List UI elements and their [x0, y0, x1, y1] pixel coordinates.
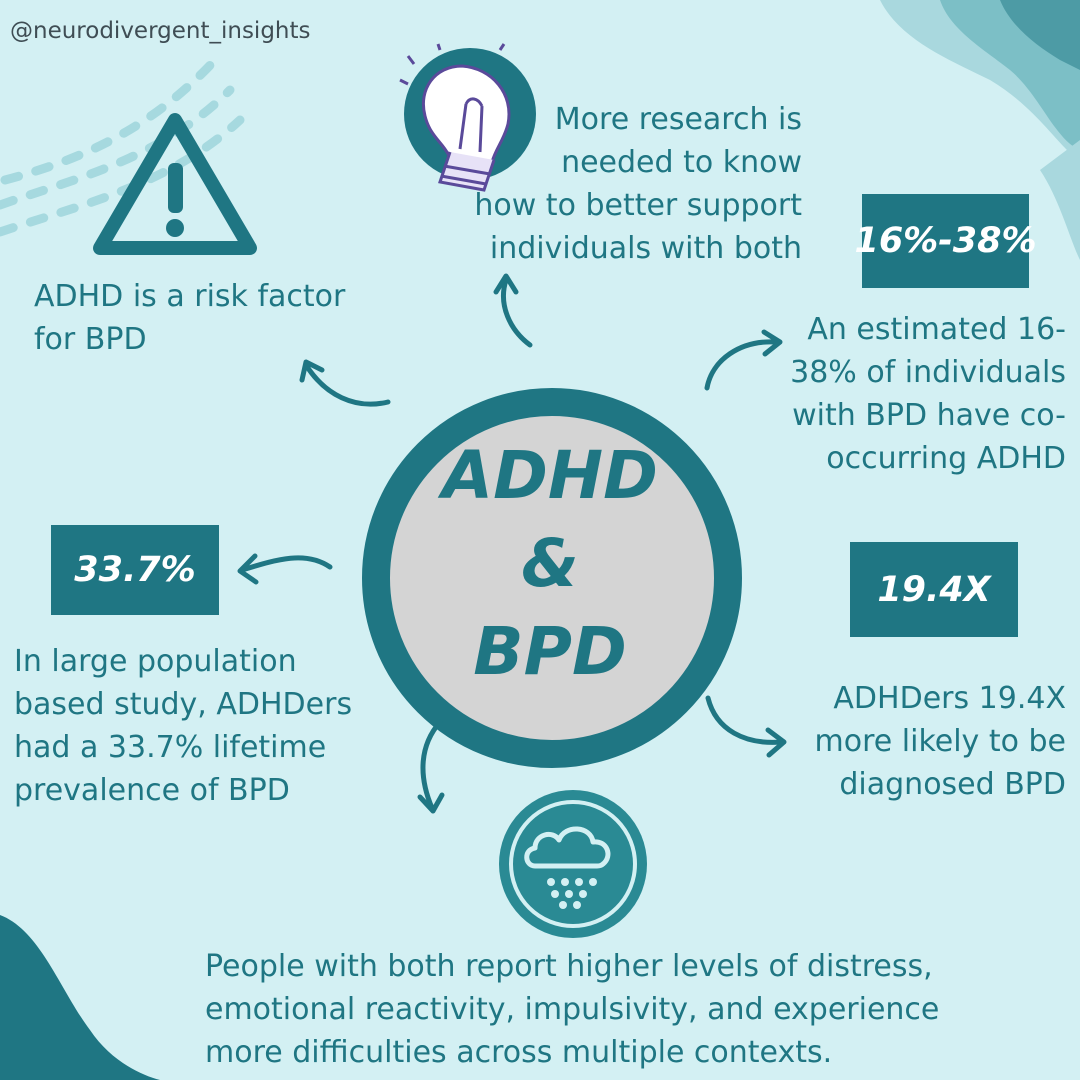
prevalence-line2: based study, ADHDers — [14, 687, 353, 722]
arrow-to-cooccurring-head — [761, 329, 783, 357]
center-title-line1: ADHD — [442, 437, 658, 514]
distress-line2: emotional reactivity, impulsivity, and e… — [205, 992, 940, 1027]
lightbulb-icon — [399, 43, 536, 192]
research-text: More research is needed to know how to b… — [440, 98, 802, 270]
likelihood-text: ADHDers 19.4X more likely to be diagnose… — [740, 677, 1066, 806]
account-handle: @neurodivergent_insights — [10, 18, 311, 44]
research-line4: individuals with both — [489, 231, 802, 266]
cooccurring-line2: 38% of individuals — [790, 355, 1066, 390]
prevalence-line4: prevalence of BPD — [14, 773, 290, 808]
cooccurring-line3: with BPD have co- — [792, 398, 1066, 433]
warning-icon — [93, 113, 257, 255]
research-line2: needed to know — [561, 145, 802, 180]
arrow-to-prevalence — [239, 555, 333, 573]
center-title: ADHD & BPD — [400, 432, 700, 696]
risk-factor-line2: for BPD — [34, 322, 147, 357]
distress-text: People with both report higher levels of… — [205, 945, 939, 1074]
cooccurring-text: An estimated 16- 38% of individuals with… — [720, 308, 1066, 480]
rain-cloud-icon — [499, 790, 647, 938]
likelihood-line2: more likely to be — [814, 724, 1066, 759]
research-line3: how to better support — [474, 188, 802, 223]
research-line1: More research is — [554, 102, 802, 137]
likelihood-badge: 19.4X — [850, 542, 1018, 637]
risk-factor-text: ADHD is a risk factor for BPD — [34, 275, 345, 361]
arrow-to-cooccurring — [704, 339, 779, 391]
prevalence-line1: In large population — [14, 644, 297, 679]
arrow-to-prevalence-head — [237, 553, 259, 585]
prevalence-text: In large population based study, ADHDers… — [14, 640, 352, 812]
likelihood-line3: diagnosed BPD — [839, 767, 1066, 802]
cooccurring-badge: 16%-38% — [854, 194, 1037, 288]
arrow-to-risk-factor-head — [299, 359, 325, 383]
arrow-to-distress — [420, 719, 443, 811]
center-title-line3: BPD — [473, 613, 627, 690]
arrow-to-research — [501, 277, 533, 348]
arrow-to-likelihood-head — [765, 727, 787, 758]
prevalence-line3: had a 33.7% lifetime — [14, 730, 327, 765]
arrow-to-likelihood — [705, 695, 785, 745]
center-title-line2: & — [521, 525, 579, 602]
center-circle — [362, 388, 742, 768]
arrow-to-research-head — [493, 273, 519, 295]
risk-factor-line1: ADHD is a risk factor — [34, 279, 346, 314]
arrow-to-distress-head — [417, 792, 445, 814]
cooccurring-line4: occurring ADHD — [826, 441, 1066, 476]
arrow-to-risk-factor — [303, 362, 391, 407]
distress-line3: more difficulties across multiple contex… — [205, 1035, 833, 1070]
prevalence-badge: 33.7% — [51, 525, 219, 615]
likelihood-line1: ADHDers 19.4X — [833, 681, 1066, 716]
cooccurring-line1: An estimated 16- — [807, 312, 1066, 347]
distress-line1: People with both report higher levels of… — [205, 949, 933, 984]
